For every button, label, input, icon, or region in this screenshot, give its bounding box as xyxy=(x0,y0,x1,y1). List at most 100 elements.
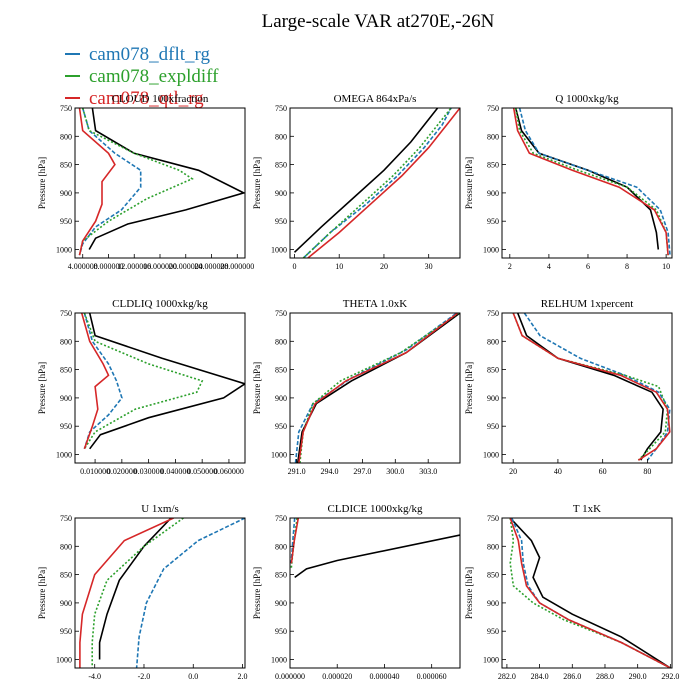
legend-label-1: cam078_expldiff xyxy=(89,66,219,87)
y-tick-label: 850 xyxy=(275,161,287,170)
x-tick-label: 10 xyxy=(662,262,670,271)
x-tick-label: 286.0 xyxy=(563,672,581,681)
panel-1: CLOUD 100xfraction Pressure [hPa] 750 800 85… xyxy=(37,93,254,271)
panel-title: T 1xK xyxy=(573,503,601,515)
y-tick-label: 950 xyxy=(60,422,72,431)
x-tick-label: 4 xyxy=(547,262,551,271)
y-tick-label: 850 xyxy=(275,366,287,375)
y-tick-label: 900 xyxy=(487,189,499,198)
y-tick-label: 850 xyxy=(275,571,287,580)
panel-title: RELHUM 1xpercent xyxy=(541,298,634,310)
y-tick-label: 850 xyxy=(60,571,72,580)
series-line-cam078_expldiff xyxy=(78,108,194,256)
y-tick-label: 800 xyxy=(60,337,72,346)
y-tick-label: 800 xyxy=(487,542,499,551)
series-line-cam078_dflt_rg xyxy=(294,313,458,463)
panel-7: U 1xm/s Pressure [hPa] 750 800 850 900 950 1000… xyxy=(37,503,248,681)
y-axis-label: Pressure [hPa] xyxy=(464,362,474,414)
y-tick-label: 900 xyxy=(60,394,72,403)
series-line-cam078_expldiff xyxy=(509,518,671,668)
y-axis-label: Pressure [hPa] xyxy=(252,567,262,619)
series-line-black xyxy=(514,108,660,250)
series-line-cam078_expldiff xyxy=(302,108,452,258)
y-tick-label: 950 xyxy=(487,217,499,226)
series-line-cam078_expldiff xyxy=(299,313,460,463)
plot-frame xyxy=(289,312,461,464)
series-line-cam078_dflt_rg xyxy=(83,313,123,450)
series-line-cam078_qtl_rg xyxy=(307,108,460,258)
x-tick-label: 80 xyxy=(643,467,651,476)
y-tick-label: 750 xyxy=(275,514,287,523)
legend-label-0: cam078_dflt_rg xyxy=(89,44,211,65)
series-line-cam078_dflt_rg xyxy=(518,108,671,256)
y-tick-label: 750 xyxy=(60,514,72,523)
y-axis-label: Pressure [hPa] xyxy=(37,567,47,619)
y-tick-label: 800 xyxy=(60,132,72,141)
x-tick-label: 0.0 xyxy=(188,672,198,681)
x-tick-label: 2 xyxy=(508,262,512,271)
x-tick-label: 6 xyxy=(586,262,590,271)
y-tick-label: 900 xyxy=(60,599,72,608)
x-tick-label: 0.050000 xyxy=(187,467,217,476)
y-tick-label: 800 xyxy=(275,542,287,551)
y-tick-label: 950 xyxy=(60,217,72,226)
figure-title: Large-scale VAR at270E,-26N xyxy=(262,11,495,32)
panel-8: CLDICE 1000xkg/kg Pressure [hPa] 750 800 850… xyxy=(252,503,461,681)
y-tick-label: 850 xyxy=(60,161,72,170)
series-line-cam078_dflt_rg xyxy=(511,518,671,668)
panel-title: Q 1000xkg/kg xyxy=(555,93,619,105)
series-line-cam078_qtl_rg xyxy=(298,313,459,463)
y-tick-label: 1000 xyxy=(271,246,287,255)
series-line-black xyxy=(293,108,439,253)
series-line-black xyxy=(294,534,460,579)
y-tick-label: 850 xyxy=(487,161,499,170)
x-tick-label: 284.0 xyxy=(531,672,549,681)
x-tick-label: 303.0 xyxy=(419,467,437,476)
y-tick-label: 750 xyxy=(487,104,499,113)
y-tick-label: 750 xyxy=(275,309,287,318)
panel-title: CLDLIQ 1000xkg/kg xyxy=(112,298,208,310)
x-tick-label: 24.000000 xyxy=(195,262,229,271)
y-axis-label: Pressure [hPa] xyxy=(252,362,262,414)
x-tick-label: 288.0 xyxy=(596,672,614,681)
plot-frame xyxy=(501,517,673,669)
x-tick-label: 10 xyxy=(335,262,343,271)
panel-title: U 1xm/s xyxy=(141,503,179,515)
x-tick-label: 0.060000 xyxy=(214,467,244,476)
x-tick-label: 0.000060 xyxy=(417,672,447,681)
series-line-cam078_expldiff xyxy=(91,518,184,668)
y-axis-label: Pressure [hPa] xyxy=(37,157,47,209)
series-line-cam078_expldiff xyxy=(512,313,669,461)
y-tick-label: 800 xyxy=(60,542,72,551)
panel-5: THETA 1.0xK Pressure [hPa] 750 800 850 900 950… xyxy=(252,298,461,476)
series-line-cam078_expldiff xyxy=(514,108,669,256)
series-line-cam078_qtl_rg xyxy=(512,313,671,461)
x-tick-label: 12.000000 xyxy=(117,262,151,271)
series-line-black xyxy=(516,313,664,461)
y-tick-label: 850 xyxy=(60,366,72,375)
plot-frame xyxy=(74,312,246,464)
y-axis-label: Pressure [hPa] xyxy=(464,157,474,209)
series-line-cam078_qtl_rg xyxy=(290,518,300,564)
y-tick-label: 1000 xyxy=(483,656,499,665)
y-tick-label: 800 xyxy=(275,337,287,346)
y-tick-label: 950 xyxy=(275,627,287,636)
x-tick-label: 40 xyxy=(554,467,562,476)
x-tick-label: 0.020000 xyxy=(107,467,137,476)
x-tick-label: 292.0 xyxy=(661,672,679,681)
legend-label-2: cam078_qtl_rg xyxy=(89,88,204,109)
x-tick-label: 20 xyxy=(509,467,517,476)
series-line-cam078_qtl_rg xyxy=(78,108,116,256)
series-line-black xyxy=(88,108,245,250)
series-line-cam078_qtl_rg xyxy=(512,108,669,256)
y-tick-label: 1000 xyxy=(271,656,287,665)
y-tick-label: 1000 xyxy=(483,451,499,460)
y-tick-label: 850 xyxy=(487,366,499,375)
series-line-cam078_qtl_rg xyxy=(79,518,174,668)
legend: cam078_dflt_rg cam078_expldiff cam078_qt… xyxy=(65,44,219,109)
x-tick-label: 0.040000 xyxy=(160,467,190,476)
x-tick-label: 291.0 xyxy=(288,467,306,476)
y-tick-label: 1000 xyxy=(483,246,499,255)
